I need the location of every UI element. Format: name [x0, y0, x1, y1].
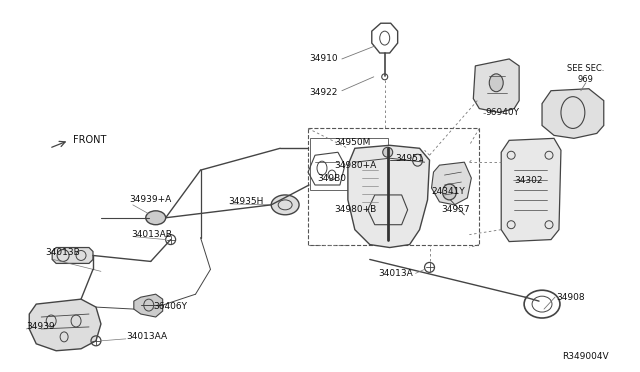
Polygon shape: [431, 162, 471, 205]
Text: 34980+B: 34980+B: [334, 205, 376, 214]
Text: SEE SEC.: SEE SEC.: [567, 64, 605, 73]
Text: 34957: 34957: [442, 205, 470, 214]
Text: 34013A: 34013A: [378, 269, 413, 278]
Text: 24341Y: 24341Y: [431, 187, 465, 196]
Text: 349B0: 349B0: [317, 174, 346, 183]
Text: 34950M: 34950M: [334, 138, 371, 147]
Text: 34013AA: 34013AA: [126, 332, 167, 341]
Text: 34302: 34302: [514, 176, 543, 185]
Ellipse shape: [489, 74, 503, 92]
Text: 34939: 34939: [26, 323, 55, 331]
Polygon shape: [542, 89, 604, 138]
Text: 969: 969: [578, 75, 594, 84]
Text: 34013AB: 34013AB: [131, 230, 172, 239]
Text: 34939+A: 34939+A: [129, 195, 171, 204]
Ellipse shape: [146, 211, 166, 225]
Text: 34951: 34951: [396, 154, 424, 163]
Text: 96940Y: 96940Y: [485, 108, 519, 117]
Text: 34910: 34910: [309, 54, 338, 64]
Text: 34980+A: 34980+A: [334, 161, 376, 170]
Ellipse shape: [271, 195, 299, 215]
Text: 36406Y: 36406Y: [154, 302, 188, 311]
Text: 34935H: 34935H: [228, 198, 264, 206]
Text: 34922: 34922: [310, 88, 338, 97]
Text: R349004V: R349004V: [562, 352, 609, 361]
Text: 34908: 34908: [556, 293, 584, 302]
Ellipse shape: [383, 147, 393, 157]
Text: 34013B: 34013B: [45, 248, 80, 257]
Polygon shape: [134, 294, 163, 317]
Polygon shape: [501, 138, 561, 241]
Polygon shape: [29, 299, 101, 351]
Polygon shape: [348, 145, 429, 247]
Ellipse shape: [442, 184, 456, 200]
Polygon shape: [474, 59, 519, 113]
Polygon shape: [52, 247, 93, 263]
Text: FRONT: FRONT: [73, 135, 106, 145]
